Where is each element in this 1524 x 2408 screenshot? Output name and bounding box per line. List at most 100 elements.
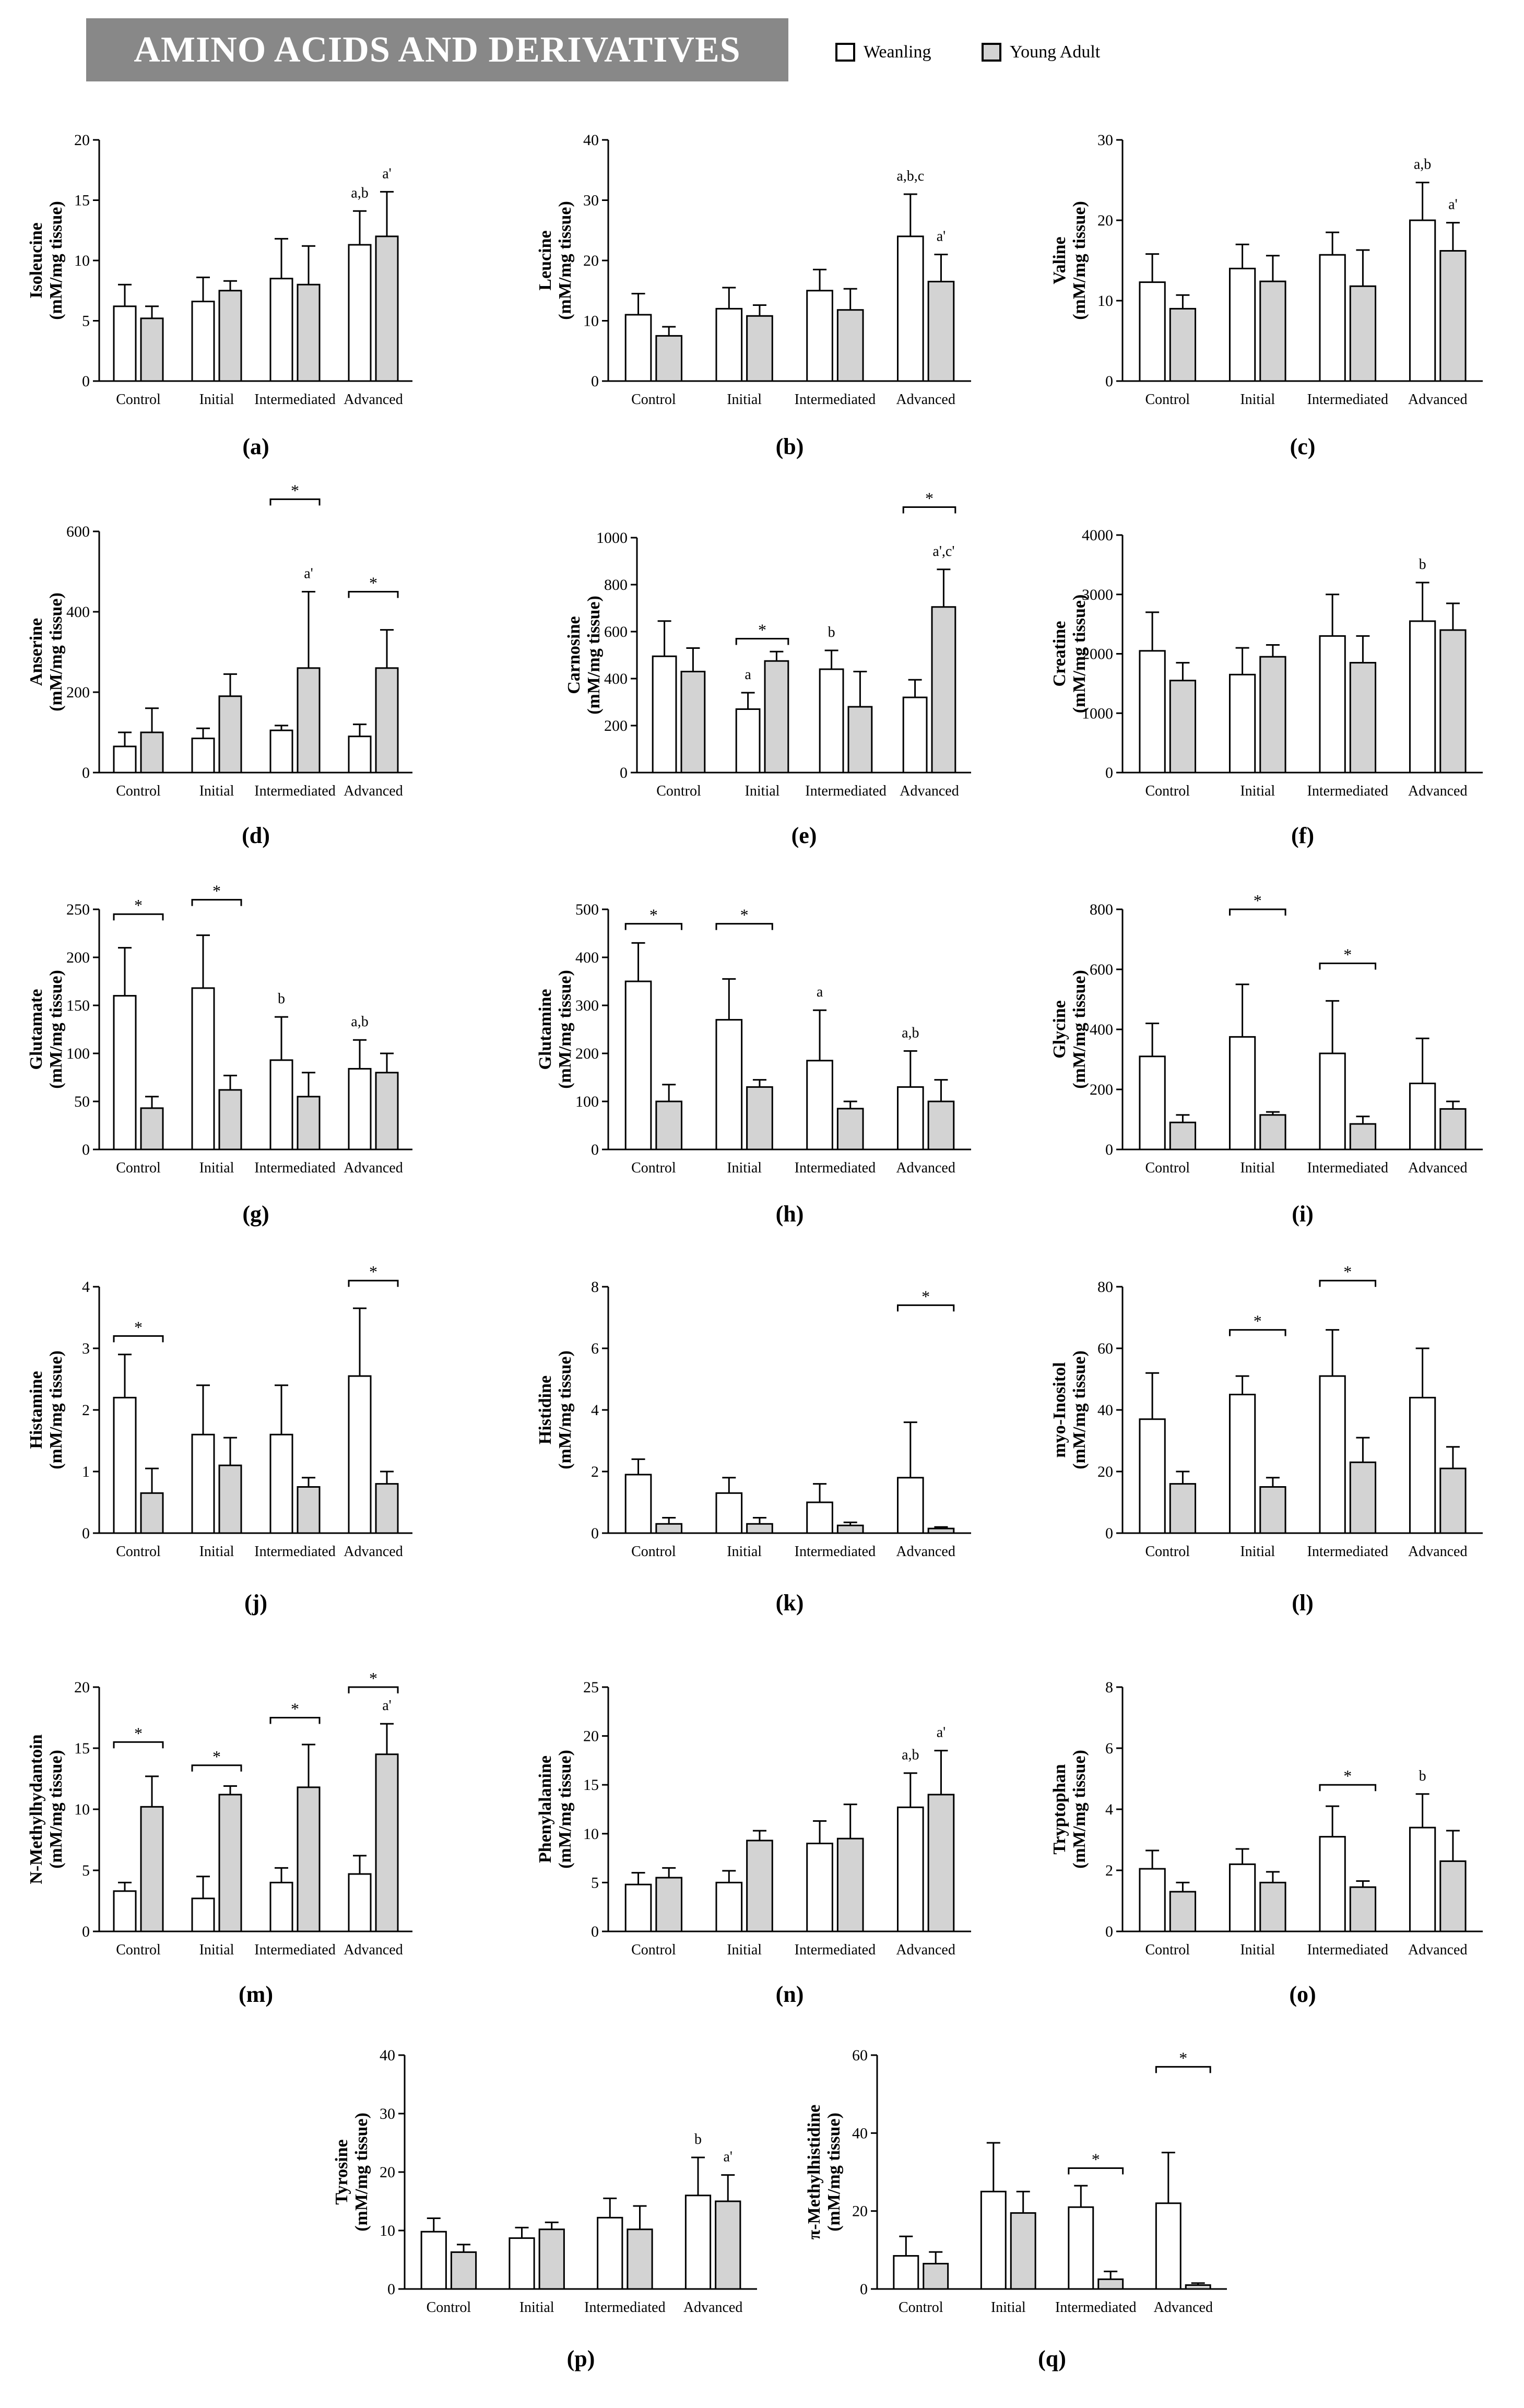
bar <box>1409 1396 1436 1534</box>
bar <box>746 1523 773 1534</box>
significance-bracket <box>269 498 321 506</box>
y-tick-label: 5 <box>82 313 90 330</box>
x-tick-label: Initial <box>745 783 780 799</box>
x-tick-label: Initial <box>727 1544 762 1560</box>
significance-letter: a <box>745 667 751 683</box>
x-tick-label: Intermediated <box>254 1942 335 1958</box>
bar <box>297 1096 321 1150</box>
chart-panel: 0 1000 2000 3000 4000 Creatine (mM/mg tissue) C… <box>1050 527 1483 848</box>
y-tick-label: 400 <box>604 670 628 687</box>
significance-star: * <box>1179 2048 1187 2067</box>
bar <box>1169 1121 1197 1150</box>
bar <box>806 1060 833 1150</box>
significance-letter: a' <box>304 566 313 582</box>
y-axis-unit-label: (mM/mg tissue) <box>352 2113 371 2232</box>
significance-bracket <box>1319 1784 1377 1792</box>
significance-star: * <box>1254 1312 1262 1331</box>
bar <box>348 1067 372 1150</box>
significance-bracket <box>113 1741 164 1749</box>
y-tick-label: 20 <box>583 252 599 269</box>
y-tick-label: 0 <box>620 764 628 781</box>
y-axis-unit-label: (mM/mg tissue) <box>46 592 66 711</box>
significance-bracket <box>902 506 956 514</box>
bar <box>140 1806 164 1932</box>
significance-bracket <box>348 1279 399 1287</box>
significance-star: * <box>1254 891 1262 910</box>
x-tick-label: Control <box>631 392 676 408</box>
y-tick-label: 2 <box>82 1402 90 1419</box>
y-tick-label: 30 <box>583 192 599 209</box>
legend-item-weanling: Weanling <box>835 41 931 64</box>
bar <box>655 1877 683 1932</box>
bar <box>1349 1461 1377 1534</box>
bar <box>218 1794 242 1932</box>
bar <box>1259 1486 1286 1534</box>
y-tick-label: 200 <box>575 1045 599 1062</box>
y-tick-label: 800 <box>604 576 628 594</box>
bar <box>927 1794 955 1932</box>
significance-star: * <box>1092 2150 1100 2169</box>
chart-panel: 0 10 20 30 40 Leucine (mM/mg tissue) Control Ini… <box>536 132 971 459</box>
bar <box>218 1464 242 1534</box>
bar <box>1169 1483 1197 1534</box>
bar <box>1409 620 1436 774</box>
bar <box>715 307 743 382</box>
bar <box>1439 1108 1467 1150</box>
chart-panel: 0 20 40 60 80 myo-Inositol (mM/mg tissue) Contr… <box>1050 1262 1483 1616</box>
y-tick-label: 500 <box>575 901 599 918</box>
significance-bracket <box>1068 2167 1124 2175</box>
bar <box>191 1897 215 1932</box>
y-tick-label: 200 <box>1090 1081 1113 1098</box>
panel-label: (c) <box>1290 434 1316 459</box>
panel-label: (n) <box>776 1982 804 2007</box>
x-tick-label: Initial <box>199 783 234 799</box>
bar <box>1259 656 1286 774</box>
x-tick-label: Advanced <box>1408 783 1468 799</box>
significance-bracket <box>1228 1329 1286 1336</box>
y-tick-label: 3 <box>82 1340 90 1357</box>
bar <box>1155 2202 1182 2290</box>
x-tick-label: Advanced <box>344 1160 403 1176</box>
bar <box>1439 250 1467 382</box>
significance-bracket <box>348 1686 399 1693</box>
significance-star: * <box>925 489 934 508</box>
x-tick-label: Advanced <box>344 1942 403 1958</box>
y-tick-label: 40 <box>1097 1402 1113 1419</box>
y-tick-label: 400 <box>575 949 599 966</box>
x-tick-label: Intermediated <box>805 783 886 799</box>
bar <box>715 1019 743 1150</box>
bar <box>746 1840 773 1932</box>
x-tick-label: Intermediated <box>795 392 876 408</box>
y-tick-label: 15 <box>74 1740 90 1757</box>
significance-star: * <box>922 1287 930 1306</box>
y-tick-label: 5 <box>591 1874 599 1891</box>
bar <box>375 235 399 382</box>
y-axis-label: Glutamine <box>536 989 555 1070</box>
x-tick-label: Initial <box>199 392 234 408</box>
legend-swatch-young-adult <box>982 43 1001 62</box>
bar <box>140 317 164 382</box>
y-tick-label: 0 <box>82 1141 90 1158</box>
significance-letter: a' <box>724 2149 733 2165</box>
y-axis-unit-label: (mM/mg tissue) <box>1070 595 1089 714</box>
bar <box>113 995 137 1150</box>
y-axis-unit-label: (mM/mg tissue) <box>1070 201 1089 320</box>
bar <box>980 2190 1007 2290</box>
significance-bracket <box>191 899 242 906</box>
x-tick-label: Initial <box>1240 1160 1275 1176</box>
bar <box>113 1890 137 1932</box>
y-tick-label: 200 <box>604 717 628 734</box>
bar <box>140 1492 164 1534</box>
bar <box>624 314 652 382</box>
bar <box>655 1100 683 1150</box>
y-tick-label: 15 <box>74 192 90 209</box>
x-tick-label: Intermediated <box>795 1544 876 1560</box>
significance-star: * <box>212 1747 221 1766</box>
y-tick-label: 0 <box>1105 764 1113 781</box>
significance-letter: a <box>817 984 823 1000</box>
x-tick-label: Initial <box>991 2299 1026 2316</box>
x-tick-label: Advanced <box>344 392 403 408</box>
significance-bracket <box>896 1304 955 1312</box>
y-axis-label: Phenylalanine <box>536 1755 555 1863</box>
bar <box>1169 680 1197 774</box>
